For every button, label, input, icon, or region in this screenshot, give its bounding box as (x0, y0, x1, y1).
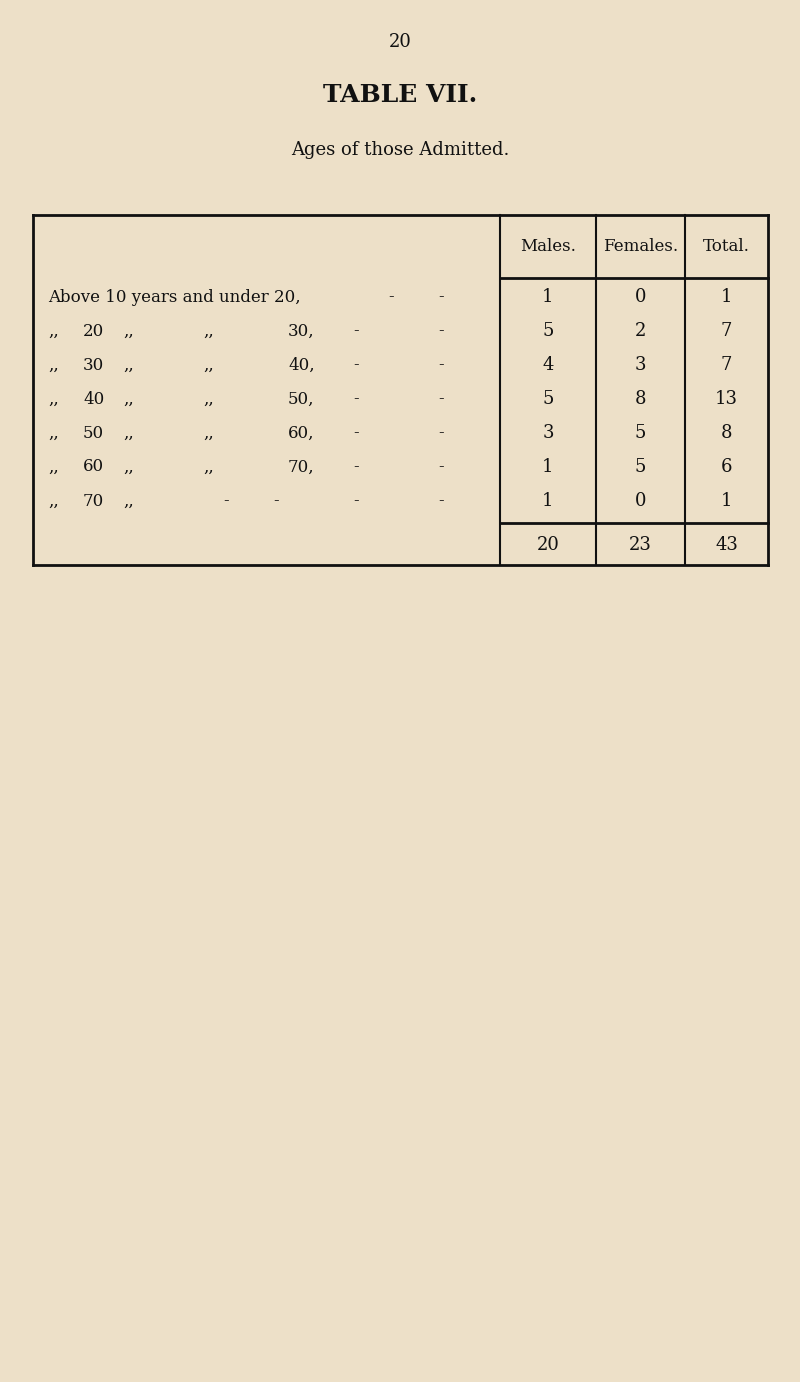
Text: -: - (353, 357, 358, 373)
Text: 20: 20 (389, 33, 411, 51)
Text: 50: 50 (83, 424, 104, 441)
Text: 20: 20 (537, 536, 559, 554)
Text: Ages of those Admitted.: Ages of those Admitted. (291, 141, 509, 159)
Text: ,,: ,, (123, 322, 134, 340)
Text: 1: 1 (721, 287, 732, 305)
Text: ,,: ,, (123, 424, 134, 441)
Text: 20: 20 (83, 322, 104, 340)
Text: 0: 0 (634, 287, 646, 305)
Text: -: - (223, 492, 229, 510)
Text: 5: 5 (542, 322, 554, 340)
Text: 40,: 40, (288, 357, 314, 373)
Text: -: - (438, 391, 444, 408)
Text: ,,: ,, (48, 391, 58, 408)
Text: 3: 3 (634, 357, 646, 375)
Text: ,,: ,, (203, 357, 214, 373)
Text: ,,: ,, (48, 322, 58, 340)
Text: 50,: 50, (288, 391, 314, 408)
Text: -: - (273, 492, 278, 510)
Text: -: - (438, 289, 444, 305)
Text: ,,: ,, (48, 459, 58, 475)
Text: 8: 8 (721, 424, 732, 442)
Text: 5: 5 (542, 390, 554, 408)
Text: 60,: 60, (288, 424, 314, 441)
Text: 1: 1 (542, 287, 554, 305)
Text: ,,: ,, (123, 357, 134, 373)
Text: 1: 1 (721, 492, 732, 510)
Text: -: - (353, 391, 358, 408)
Text: ,,: ,, (203, 322, 214, 340)
Text: ,,: ,, (48, 357, 58, 373)
Text: ,,: ,, (48, 424, 58, 441)
Text: Total.: Total. (703, 238, 750, 256)
Text: 0: 0 (634, 492, 646, 510)
Text: 5: 5 (635, 424, 646, 442)
Text: ,,: ,, (123, 492, 134, 510)
Text: 6: 6 (721, 457, 732, 475)
Text: 43: 43 (715, 536, 738, 554)
Text: 7: 7 (721, 357, 732, 375)
Text: 5: 5 (635, 457, 646, 475)
Text: -: - (438, 424, 444, 441)
Text: -: - (438, 459, 444, 475)
Text: ,,: ,, (203, 459, 214, 475)
Text: 30: 30 (83, 357, 104, 373)
Text: Above 10 years and under 20,: Above 10 years and under 20, (48, 289, 301, 305)
Text: 70,: 70, (288, 459, 314, 475)
Text: 1: 1 (542, 457, 554, 475)
Text: TABLE VII.: TABLE VII. (323, 83, 477, 106)
Text: 8: 8 (634, 390, 646, 408)
Text: -: - (438, 357, 444, 373)
Text: 70: 70 (83, 492, 104, 510)
Text: 4: 4 (542, 357, 554, 375)
Text: -: - (438, 322, 444, 340)
Text: 2: 2 (635, 322, 646, 340)
Text: ,,: ,, (203, 424, 214, 441)
Text: 7: 7 (721, 322, 732, 340)
Text: 23: 23 (629, 536, 652, 554)
Text: -: - (438, 492, 444, 510)
Text: -: - (353, 424, 358, 441)
Text: ,,: ,, (123, 391, 134, 408)
Text: -: - (388, 289, 394, 305)
Text: ,,: ,, (203, 391, 214, 408)
Text: -: - (353, 492, 358, 510)
Text: Males.: Males. (520, 238, 576, 256)
Text: 1: 1 (542, 492, 554, 510)
Text: -: - (353, 459, 358, 475)
Text: 40: 40 (83, 391, 104, 408)
Text: 3: 3 (542, 424, 554, 442)
Text: 30,: 30, (288, 322, 314, 340)
Text: ,,: ,, (48, 492, 58, 510)
Text: Females.: Females. (603, 238, 678, 256)
Text: 13: 13 (715, 390, 738, 408)
Text: 60: 60 (83, 459, 104, 475)
Text: -: - (353, 322, 358, 340)
Text: ,,: ,, (123, 459, 134, 475)
